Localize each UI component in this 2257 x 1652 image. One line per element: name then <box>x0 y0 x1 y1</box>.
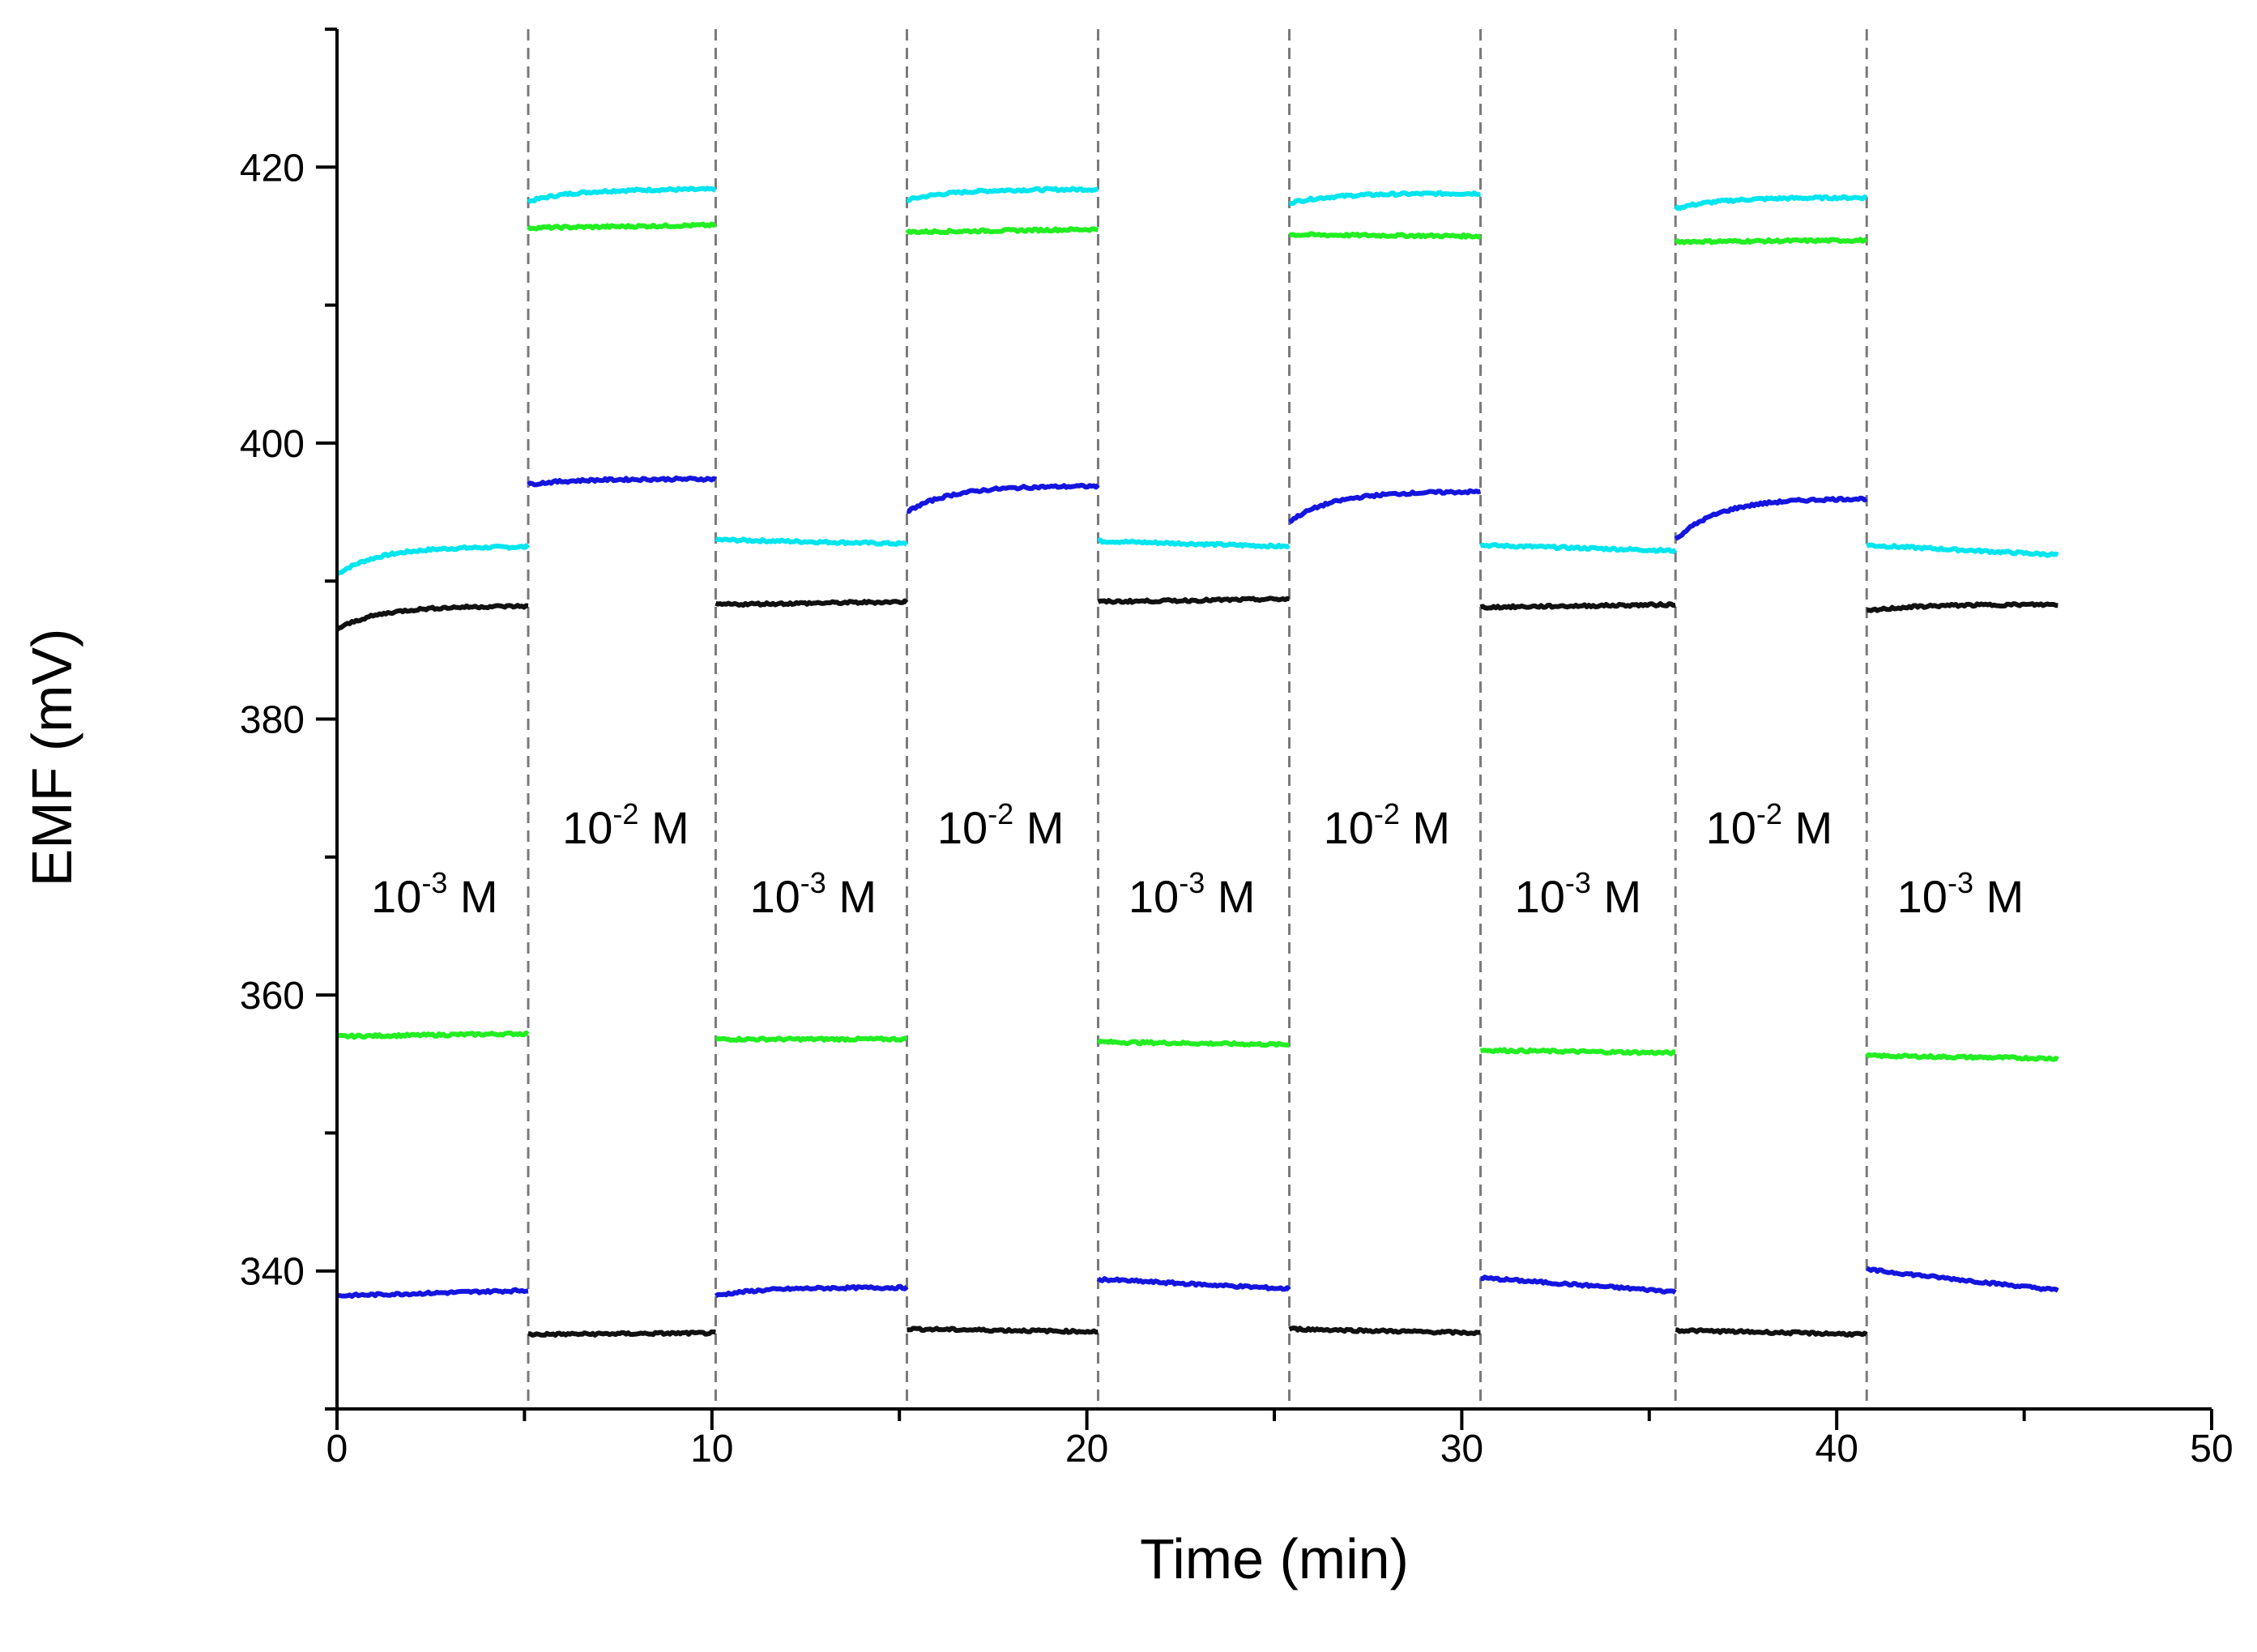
series-green-segment <box>1674 237 1868 245</box>
series-cyan-segment <box>715 536 908 547</box>
y-tick-label: 400 <box>240 423 305 466</box>
series-black-segment <box>715 598 909 608</box>
series-cyan-segment <box>1097 537 1291 550</box>
series-green-segment <box>715 1035 908 1044</box>
series-green-segment <box>526 221 717 232</box>
series-black-segment <box>1479 601 1676 611</box>
series-lines <box>335 186 2059 1338</box>
series-black-segment <box>527 1329 716 1338</box>
x-tick-label: 20 <box>1065 1428 1108 1471</box>
series-black-segment <box>1866 601 2059 613</box>
series-blue-segment <box>1480 1274 1677 1295</box>
concentration-label: 10-3 M <box>749 866 877 922</box>
axes <box>335 29 2212 1411</box>
y-axis-title: EMF (mV) <box>20 629 83 887</box>
series-blue-segment <box>1866 1266 2059 1293</box>
series-cyan-segment <box>1288 190 1481 207</box>
series-green-segment <box>336 1030 530 1040</box>
series-green-segment <box>1096 1038 1291 1048</box>
x-tick-label: 10 <box>690 1428 733 1471</box>
series-black-segment <box>335 603 529 632</box>
series-blue-segment <box>906 482 1100 514</box>
boundary-lines <box>527 29 1868 1409</box>
series-cyan-segment <box>335 543 531 577</box>
series-blue-segment <box>1674 495 1868 541</box>
y-tick-label: 360 <box>240 975 305 1018</box>
x-axis-title: Time (min) <box>1140 1527 1409 1590</box>
x-tick-label: 0 <box>326 1428 348 1471</box>
series-cyan-segment <box>1866 542 2059 558</box>
concentration-label: 10-2 M <box>937 797 1065 853</box>
series-cyan-segment <box>906 186 1099 203</box>
series-green-segment <box>1479 1047 1676 1057</box>
series-black-segment <box>907 1325 1099 1335</box>
series-blue-segment <box>336 1287 529 1300</box>
y-tick-label: 420 <box>240 147 305 190</box>
x-tick-label: 40 <box>1815 1428 1858 1471</box>
series-cyan-segment <box>1673 194 1868 211</box>
series-blue-segment <box>1096 1276 1291 1292</box>
x-tick-label: 50 <box>2190 1428 2233 1471</box>
series-blue-segment <box>527 475 717 488</box>
tick-labels: 0 10 20 30 40 50 340 360 380 400 420 <box>240 147 2234 1471</box>
series-green-segment <box>1288 231 1482 240</box>
series-black-segment <box>1097 595 1290 605</box>
series-cyan-segment <box>527 186 717 204</box>
concentration-label: 10-2 M <box>562 797 689 853</box>
series-black-segment <box>1675 1327 1868 1338</box>
concentration-labels: 10-3 M 10-2 M 10-3 M 10-2 M 10-3 M 10-2 M 10-3… <box>371 797 2024 922</box>
series-green-segment <box>905 226 1099 236</box>
series-green-segment <box>1865 1052 2059 1062</box>
series-blue-segment <box>1288 488 1482 525</box>
concentration-label: 10-3 M <box>1515 866 1642 922</box>
concentration-label: 10-3 M <box>371 866 498 922</box>
series-blue-segment <box>714 1283 909 1299</box>
ticks <box>316 28 2213 1430</box>
series-cyan-segment <box>1479 542 1678 554</box>
y-tick-label: 340 <box>240 1251 305 1294</box>
concentration-label: 10-2 M <box>1706 797 1833 853</box>
x-tick-label: 30 <box>1440 1428 1483 1471</box>
concentration-label: 10-3 M <box>1128 866 1256 922</box>
concentration-label: 10-3 M <box>1897 866 2024 922</box>
y-tick-label: 380 <box>240 699 305 742</box>
series-black-segment <box>1288 1325 1481 1337</box>
concentration-label: 10-2 M <box>1324 797 1451 853</box>
